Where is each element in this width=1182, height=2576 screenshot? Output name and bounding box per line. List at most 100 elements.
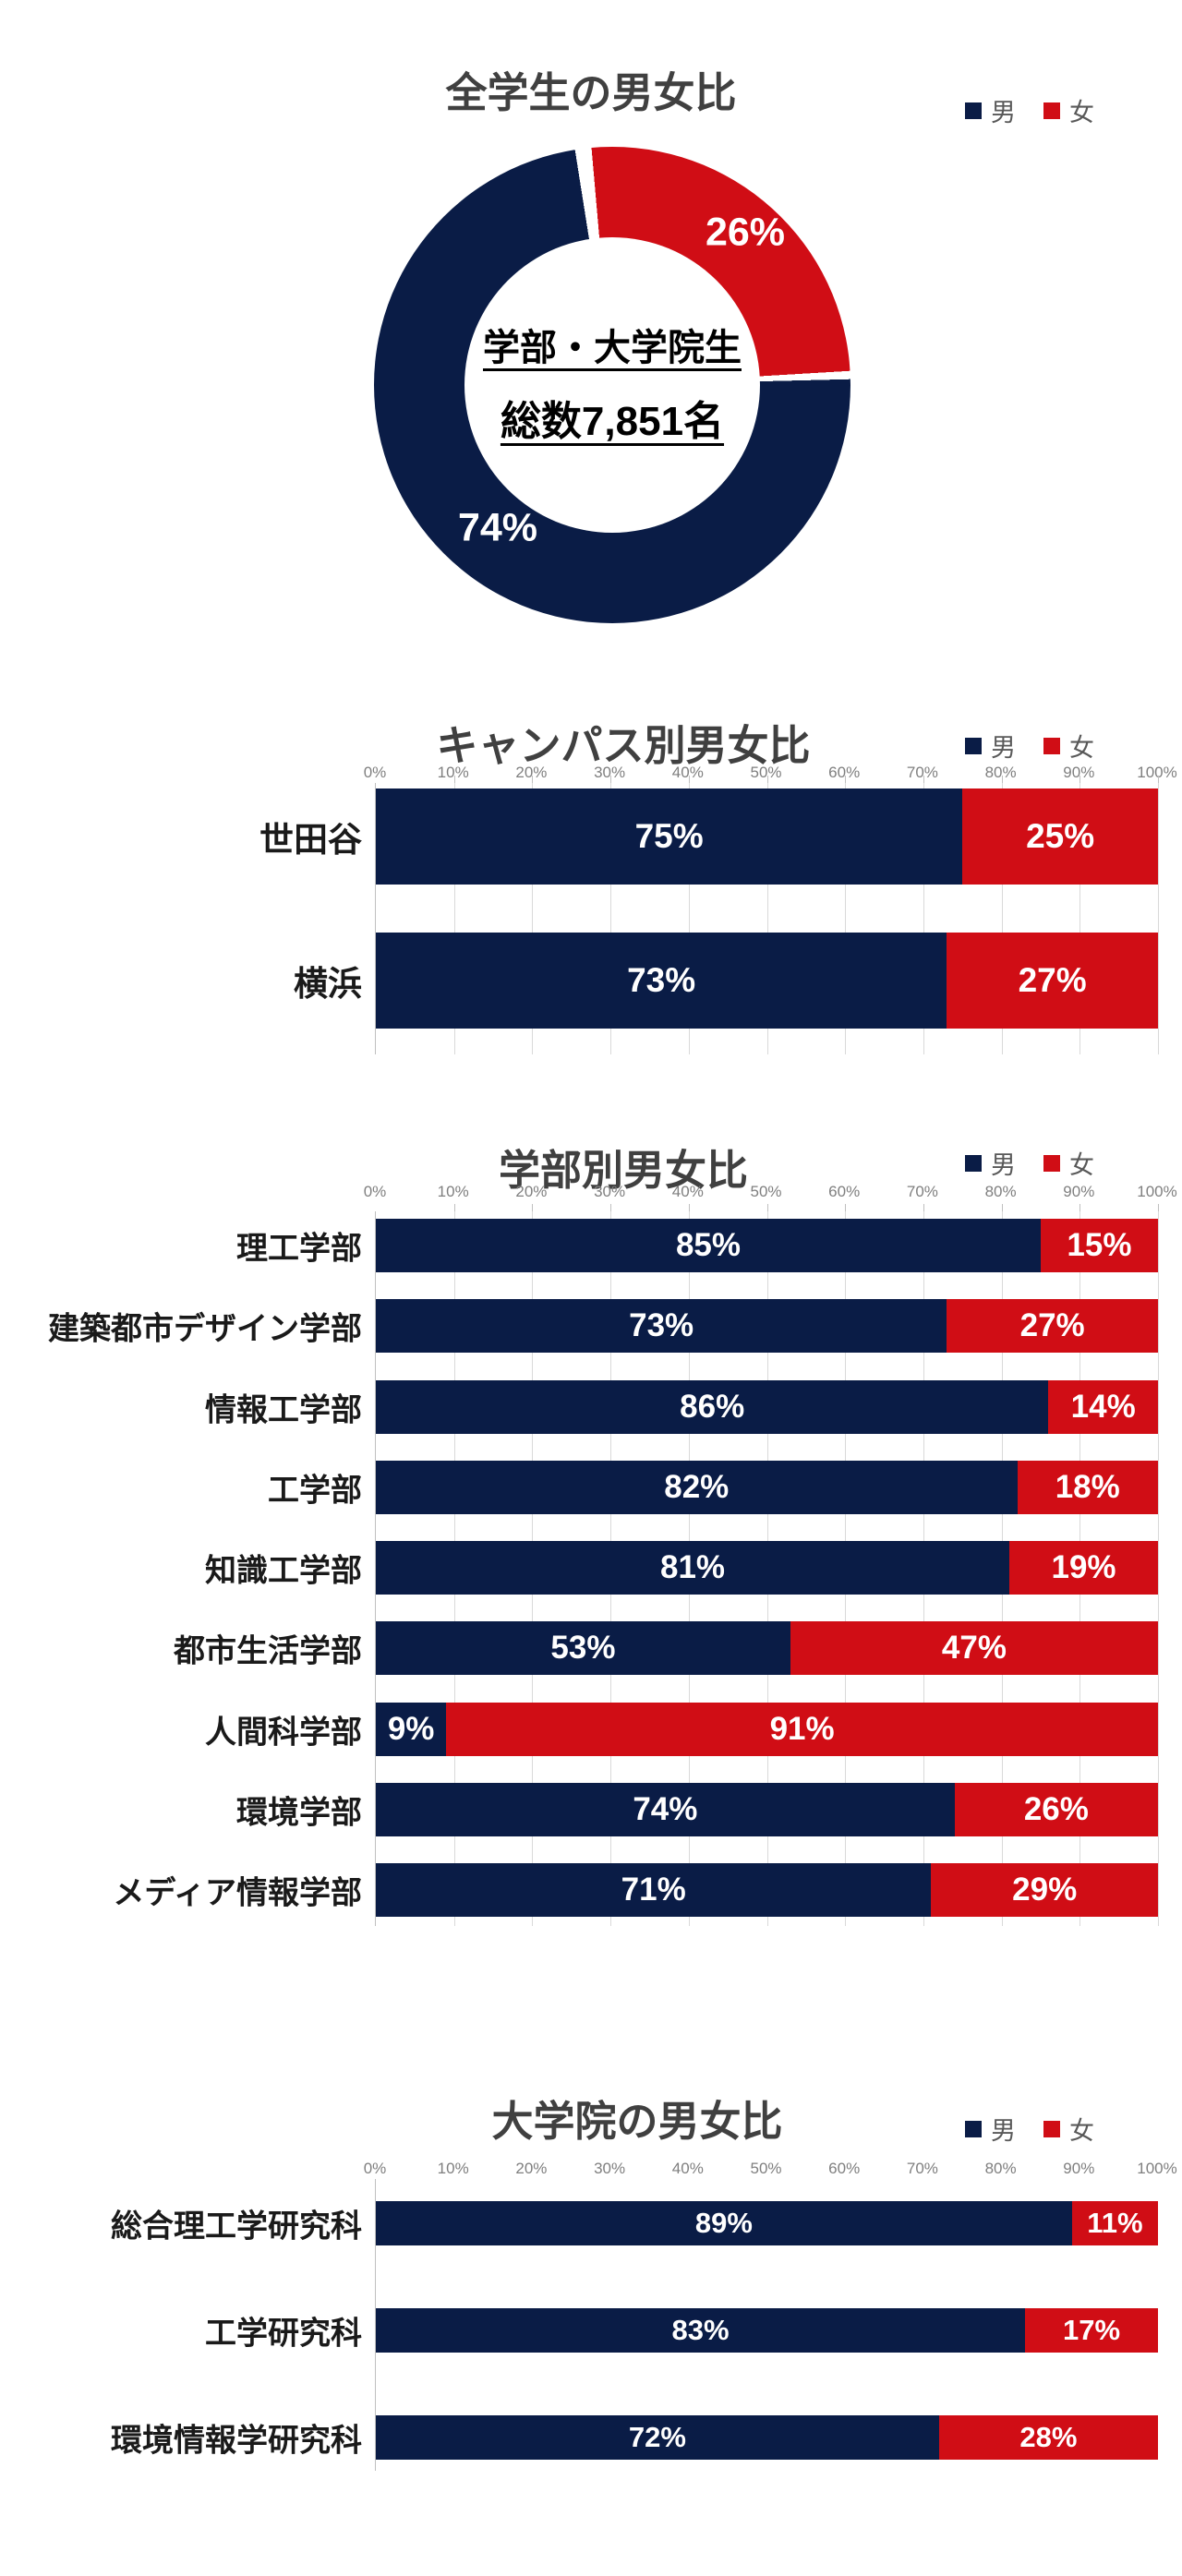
bar-value-label: 9% <box>387 1710 435 1747</box>
bar-value-label: 15% <box>1067 1227 1132 1263</box>
axis-tick-label: 40% <box>671 764 704 781</box>
axis-tick-label: 70% <box>906 1183 938 1200</box>
axis-tick-label: 10% <box>437 2160 469 2177</box>
x-axis-labels: 0% 10% 20% 30% 40% 50% 60% 70% 80% 90% 100% <box>364 1182 1177 1202</box>
bar-value-label: 11% <box>1087 2207 1143 2239</box>
legend-item-male: 男 <box>965 728 1016 764</box>
female-bar-segment: 19% <box>1009 1541 1158 1595</box>
bar-value-label: 72% <box>628 2421 686 2453</box>
male-legend-label: 男 <box>991 2117 1016 2145</box>
axis-tick-label: 10% <box>437 1183 469 1200</box>
gridline <box>845 783 847 1054</box>
x-axis-labels: 0% 10% 20% 30% 40% 50% 60% 70% 80% 90% 100% <box>364 2159 1177 2179</box>
male-legend-label: 男 <box>991 99 1016 126</box>
axis-tickmark <box>1079 1204 1081 1211</box>
male-bar-segment: 83% <box>376 2308 1025 2353</box>
bar-value-label: 28% <box>1019 2421 1078 2453</box>
female-bar-segment: 15% <box>1040 1219 1158 1272</box>
bar-value-label: 81% <box>660 1549 726 1585</box>
axis-tick-label: 60% <box>828 1183 861 1200</box>
legend-item-female: 女 <box>1043 2111 1094 2147</box>
axis-tick-label: 10% <box>437 764 469 781</box>
category-label: 理工学部 <box>236 1231 362 1267</box>
male-bar-segment: 9% <box>376 1702 447 1756</box>
female-bar-segment: 27% <box>947 1299 1158 1354</box>
page-title: 全学生の男女比 <box>445 69 737 117</box>
gridline <box>1079 783 1081 1054</box>
gridline <box>1158 783 1159 1054</box>
male-bar-segment: 72% <box>376 2415 939 2460</box>
bar-value-label: 86% <box>680 1388 745 1425</box>
bar-value-label: 91% <box>769 1710 835 1747</box>
bar-value-label: 25% <box>1026 817 1095 855</box>
campus-chart-title: キャンパス別男女比 <box>436 722 811 770</box>
female-legend-label: 女 <box>1069 734 1094 762</box>
gridline <box>766 783 768 1054</box>
axis-tickmark <box>1158 1204 1159 1211</box>
bar-row: 73% 27% <box>376 933 1158 1029</box>
female-legend-label: 女 <box>1069 99 1094 126</box>
female-bar-segment: 11% <box>1071 2201 1158 2245</box>
female-legend-label: 女 <box>1069 2117 1094 2145</box>
bar-value-label: 82% <box>664 1468 730 1505</box>
male-bar-segment: 89% <box>376 2201 1072 2245</box>
legend-item-male: 男 <box>965 2111 1016 2147</box>
male-swatch-icon <box>965 1154 982 1172</box>
axis-tickmark <box>688 776 690 783</box>
axis-tickmark <box>610 776 612 783</box>
gridline <box>1158 1211 1159 1926</box>
male-bar-segment: 73% <box>376 1299 947 1354</box>
overall-ratio-section: 全学生の男女比 男 女 学部・大学院生 総数7,851名 26% 74% <box>0 0 1182 683</box>
axis-tickmark <box>766 776 768 783</box>
legend-item-female: 女 <box>1043 1145 1094 1181</box>
male-bar-segment: 81% <box>376 1541 1010 1595</box>
axis-tickmark <box>1001 1204 1003 1211</box>
axis-tick-label: 100% <box>1137 764 1177 781</box>
donut-chart: 学部・大学院生 総数7,851名 <box>374 147 850 623</box>
axis-tick-label: 50% <box>750 1183 782 1200</box>
male-bar-segment: 53% <box>376 1621 790 1676</box>
bar-row: 81% 19% <box>376 1541 1158 1595</box>
category-label: 総合理工学研究科 <box>111 2209 362 2245</box>
legend-item-female: 女 <box>1043 728 1094 764</box>
x-axis-labels: 0% 10% 20% 30% 40% 50% 60% 70% 80% 90% 100% <box>364 763 1177 783</box>
axis-tick-label: 80% <box>984 2160 1017 2177</box>
male-bar-segment: 71% <box>376 1863 932 1917</box>
bar-value-label: 27% <box>1019 1307 1085 1344</box>
female-bar-segment: 17% <box>1025 2308 1158 2353</box>
donut-center-line2: 総数7,851名 <box>500 399 725 444</box>
bar-row: 75% 25% <box>376 788 1158 885</box>
category-label: 工学部 <box>268 1473 362 1509</box>
male-slice-label: 74% <box>457 505 538 550</box>
bar-row: 86% 14% <box>376 1379 1158 1434</box>
axis-tickmark <box>453 1204 455 1211</box>
male-bar-segment: 73% <box>376 933 947 1029</box>
gridline <box>453 783 455 1054</box>
axis-tick-label: 60% <box>828 764 861 781</box>
bar-value-label: 89% <box>694 2207 753 2239</box>
axis-tick-label: 0% <box>363 2160 387 2177</box>
gridline <box>923 783 924 1054</box>
gridline <box>610 783 612 1054</box>
bar-value-label: 27% <box>1018 961 1087 999</box>
graduate-chart-title: 大学院の男女比 <box>491 2098 783 2146</box>
axis-tick-label: 90% <box>1063 1183 1095 1200</box>
gridline <box>688 783 690 1054</box>
faculty-chart-title: 学部別男女比 <box>498 1147 748 1195</box>
bar-row: 53% 47% <box>376 1621 1158 1676</box>
category-label: 横浜 <box>294 965 362 1003</box>
plot-area: 75% 25% 73% 27% <box>375 776 1159 1054</box>
axis-tick-label: 40% <box>671 2160 704 2177</box>
female-swatch-icon <box>1043 737 1060 754</box>
axis-tickmark <box>923 776 924 783</box>
axis-tick-label: 30% <box>594 764 626 781</box>
plot-area: 85% 15% 73% 27% 86% 14% 82% 18% 81% 19% 53% 47% 9% 91… <box>375 1204 1159 1926</box>
bar-value-label: 53% <box>550 1630 616 1667</box>
bar-value-label: 85% <box>675 1227 741 1263</box>
female-swatch-icon <box>1043 102 1060 119</box>
category-label: 情報工学部 <box>205 1392 362 1427</box>
male-bar-segment: 75% <box>376 788 963 885</box>
axis-tick-label: 100% <box>1137 1183 1177 1200</box>
axis-tickmark <box>845 1204 847 1211</box>
axis-tickmark <box>532 1204 534 1211</box>
